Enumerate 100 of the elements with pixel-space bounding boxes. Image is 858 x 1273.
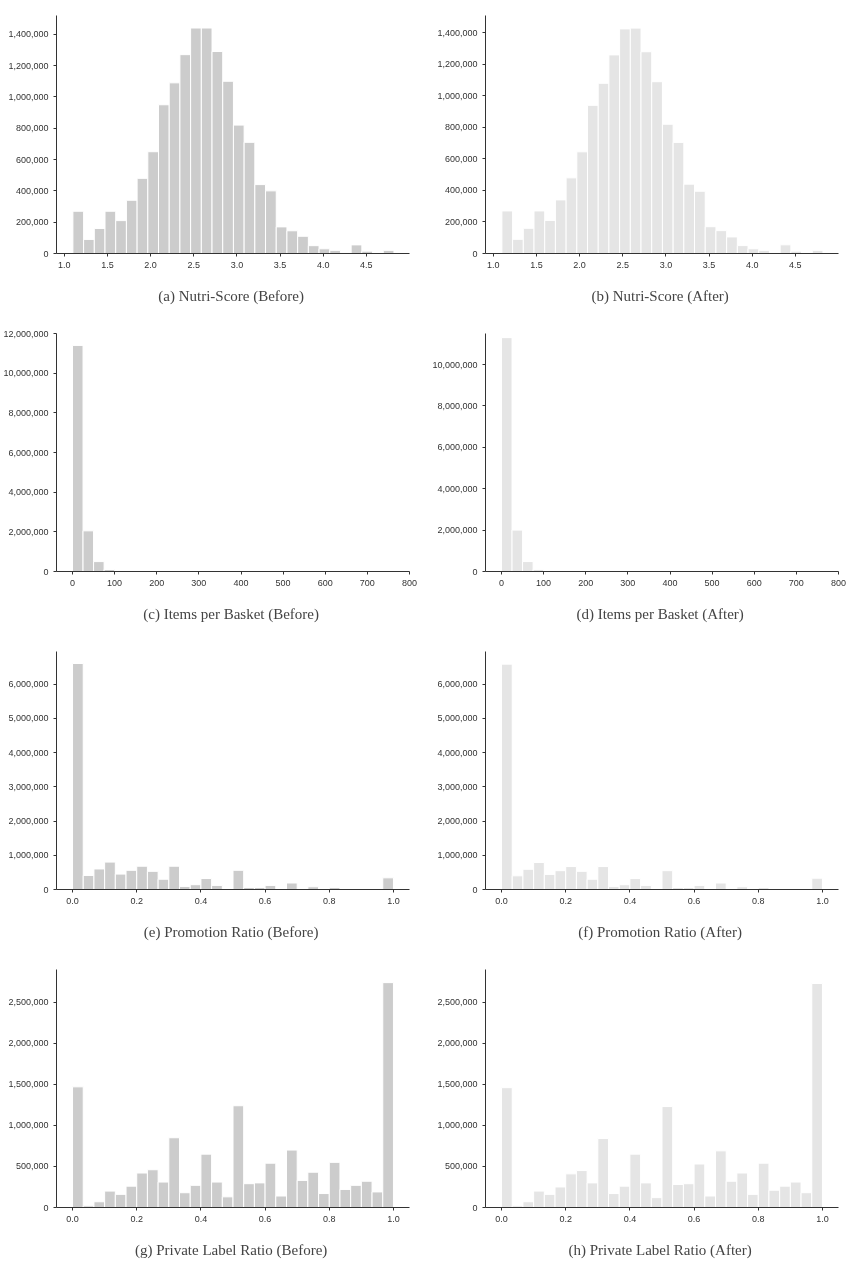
x-tick-label: 2.5 [616,259,629,270]
y-tick-label: 2,000,000 [8,1038,49,1049]
text: (d) Items per Basket (After) [576,605,744,623]
x-tick-label: 2.0 [573,259,586,270]
text: (a) Nutri-Score (Before) [158,287,305,305]
x-tick-label: 4.0 [745,259,759,270]
y-tick-label: 500,000 [444,1161,478,1172]
x-tick-label: 0.8 [323,895,336,906]
y-tick-label: 4,000,000 [8,747,49,758]
x-tick-label: 0.0 [495,1213,508,1224]
x-tick-label: 3.0 [659,259,673,270]
y-tick-label: 2,000,000 [8,816,49,827]
y-tick-label: 1,000,000 [8,850,49,861]
y-tick-label: 1,000,000 [437,1120,478,1131]
y-tick-label: 0 [472,248,478,259]
x-tick-label: 1.0 [387,1213,400,1224]
x-tick-label: 2.5 [187,259,200,270]
y-tick-label: 0 [472,566,478,577]
x-tick-label: 0.8 [752,1213,765,1224]
x-tick-label: 0.2 [559,1213,572,1224]
x-tick-label: 0.4 [623,1213,637,1224]
y-tick-label: 2,000,000 [437,816,478,827]
y-tick-label: 1,500,000 [437,1079,478,1090]
x-tick-label: 800 [830,577,847,588]
x-tick-label: 300 [191,577,207,588]
y-tick-label: 2,000,000 [437,525,478,536]
x-tick-label: 0.4 [623,895,637,906]
y-tick-label: 6,000,000 [8,447,49,458]
y-tick-label: 10,000,000 [3,368,49,379]
text: (c) Items per Basket (Before) [143,605,320,623]
x-tick-label: 0.4 [194,895,208,906]
y-tick-label: 200,000 [444,216,478,227]
x-tick-label: 200 [578,577,594,588]
x-tick-label: 400 [233,577,249,588]
y-tick-label: 400,000 [444,185,478,196]
x-tick-label: 4.5 [360,259,373,270]
x-tick-label: 500 [275,577,291,588]
y-tick-label: 4,000,000 [8,487,49,498]
x-tick-label: 0.2 [130,1213,143,1224]
y-tick-label: 2,000,000 [437,1038,478,1049]
x-tick-label: 1.0 [58,259,71,270]
x-tick-label: 700 [788,577,804,588]
y-tick-label: 1,000,000 [437,850,478,861]
y-tick-label: 1,000,000 [8,91,49,102]
x-tick-label: 3.5 [702,259,716,270]
x-tick-label: 4.5 [789,259,802,270]
x-tick-label: 3.0 [230,259,244,270]
text: (b) Nutri-Score (After) [591,287,729,305]
y-tick-label: 0 [43,248,49,259]
y-tick-label: 6,000,000 [437,679,478,690]
x-tick-label: 600 [317,577,333,588]
y-tick-label: 3,000,000 [437,781,478,792]
x-tick-label: 0.6 [687,895,701,906]
y-tick-label: 10,000,000 [432,359,478,370]
y-tick-label: 2,500,000 [437,997,478,1008]
x-tick-label: 0.6 [687,1213,701,1224]
x-tick-label: 100 [107,577,123,588]
y-tick-label: 400,000 [15,185,49,196]
x-tick-label: 0.4 [194,1213,208,1224]
y-tick-label: 1,500,000 [8,1079,49,1090]
x-tick-label: 0.2 [559,895,572,906]
x-tick-label: 0.0 [66,895,79,906]
x-tick-label: 0.0 [66,1213,79,1224]
y-tick-label: 4,000,000 [437,747,478,758]
y-tick-label: 600,000 [444,153,478,164]
y-tick-label: 800,000 [15,123,49,134]
x-tick-label: 1.0 [816,895,829,906]
y-tick-label: 5,000,000 [8,713,49,724]
y-tick-label: 2,500,000 [8,997,49,1008]
x-tick-label: 800 [401,577,418,588]
y-tick-label: 500,000 [15,1161,49,1172]
y-tick-label: 600,000 [15,154,49,165]
text: (e) Promotion Ratio (Before) [143,923,319,941]
x-tick-label: 1.0 [387,895,400,906]
y-tick-label: 1,000,000 [8,1120,49,1131]
x-tick-label: 0 [70,577,76,588]
y-tick-label: 8,000,000 [437,400,478,411]
y-tick-label: 1,400,000 [437,27,478,38]
x-tick-label: 600 [746,577,762,588]
x-tick-label: 200 [149,577,165,588]
x-tick-label: 1.0 [816,1213,829,1224]
y-tick-label: 8,000,000 [8,407,49,418]
x-tick-label: 0.6 [258,895,272,906]
y-tick-label: 3,000,000 [8,781,49,792]
y-tick-label: 5,000,000 [437,713,478,724]
y-tick-label: 1,200,000 [437,59,478,70]
x-tick-label: 100 [536,577,552,588]
x-tick-label: 500 [704,577,720,588]
text: (h) Private Label Ratio (After) [568,1241,752,1259]
y-tick-label: 800,000 [444,122,478,133]
y-tick-label: 0 [472,1202,478,1213]
y-tick-label: 1,200,000 [8,60,49,71]
y-tick-label: 1,000,000 [437,90,478,101]
y-tick-label: 0 [472,884,478,895]
y-tick-label: 0 [43,884,49,895]
y-tick-label: 1,400,000 [8,29,49,40]
x-tick-label: 1.5 [530,259,543,270]
y-tick-label: 4,000,000 [437,483,478,494]
text: (f) Promotion Ratio (After) [578,923,742,941]
x-tick-label: 400 [662,577,678,588]
